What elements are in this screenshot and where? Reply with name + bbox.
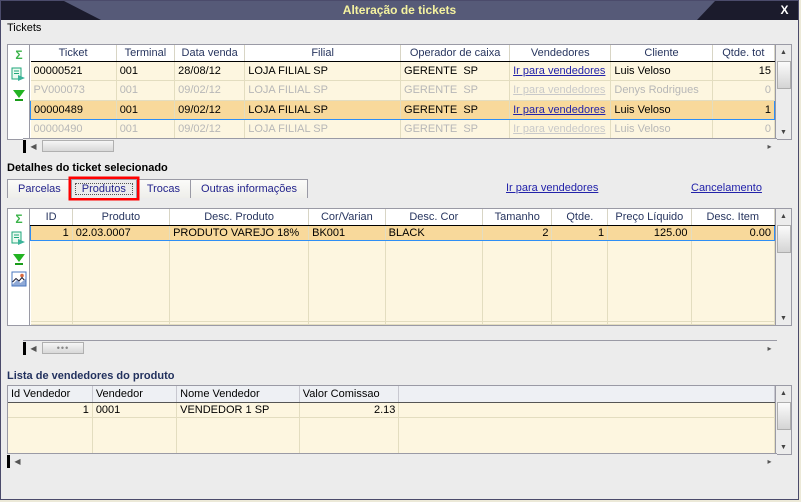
svg-text:Σ: Σ [15, 48, 22, 62]
svg-text:Σ: Σ [15, 212, 22, 226]
